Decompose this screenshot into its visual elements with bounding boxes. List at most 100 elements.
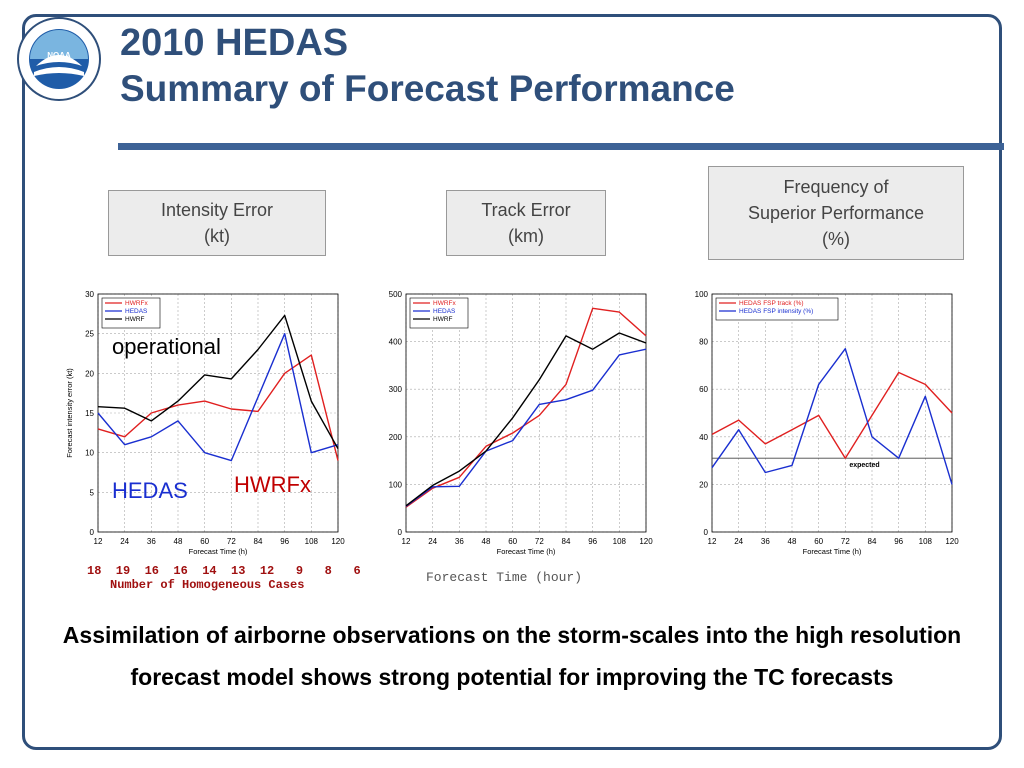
- x-tick-label: 108: [305, 537, 319, 546]
- x-tick-label: 96: [588, 537, 597, 546]
- hedas-label: HEDAS: [112, 478, 188, 503]
- frequency-chart: 12 24 36 48 60 72 84 96 108 120 0 20 40 60 80 100 Foreca…: [695, 290, 960, 556]
- y-tick-label: 80: [699, 338, 708, 347]
- x-tick-label: 108: [919, 537, 933, 546]
- x-tick-label: 48: [788, 537, 797, 546]
- y-tick-label: 500: [389, 290, 403, 299]
- track-header-line-1: Track Error: [481, 200, 571, 220]
- x-tick-label: 60: [814, 537, 823, 546]
- y-axis-label: Forecast intensity error (kt): [65, 368, 74, 458]
- expected-label: expected: [849, 462, 879, 469]
- y-tick-label: 0: [398, 528, 403, 537]
- x-tick-label: 24: [428, 537, 437, 546]
- legend-entry: HEDAS: [433, 308, 456, 315]
- y-tick-label: 400: [389, 338, 403, 347]
- y-tick-label: 10: [85, 449, 94, 458]
- y-tick-label: 40: [699, 433, 708, 442]
- title-line-2: Summary of Forecast Performance: [120, 68, 735, 109]
- x-axis-label: Forecast Time (h): [497, 547, 556, 556]
- x-axis-label: Forecast Time (h): [803, 547, 862, 556]
- y-tick-label: 300: [389, 385, 403, 394]
- x-tick-label: 108: [613, 537, 627, 546]
- y-tick-label: 100: [389, 480, 403, 489]
- series-line-hedas: [97, 333, 339, 462]
- y-tick-label: 0: [704, 528, 709, 537]
- frequency-header: Frequency of Superior Performance (%): [708, 166, 964, 260]
- x-tick-label: 120: [331, 537, 345, 546]
- x-tick-label: 36: [147, 537, 156, 546]
- frequency-header-line-3: (%): [822, 229, 850, 249]
- y-tick-label: 25: [85, 330, 94, 339]
- slide-frame: [22, 14, 1002, 750]
- legend-entry: HWRF: [433, 316, 453, 323]
- legend-entry: HEDAS: [125, 308, 148, 315]
- operational-label: operational: [112, 334, 221, 359]
- y-tick-label: 20: [699, 480, 708, 489]
- x-tick-label: 24: [734, 537, 743, 546]
- series-line-hedas: [405, 348, 647, 507]
- x-tick-label: 12: [94, 537, 103, 546]
- legend-entry: HEDAS FSP intensity (%): [739, 308, 813, 315]
- x-tick-label: 72: [535, 537, 544, 546]
- legend-entry: HWRFx: [433, 300, 456, 307]
- caption: Assimilation of airborne observations on…: [62, 622, 962, 690]
- series-line-hwrfx: [97, 354, 339, 461]
- x-tick-label: 12: [708, 537, 717, 546]
- intensity-error-chart: 12 24 36 48 60 72 84 96 108 120 0 5 10 15 20 25 30 Foreca…: [65, 290, 345, 556]
- x-tick-label: 84: [254, 537, 263, 546]
- x-tick-label: 120: [639, 537, 653, 546]
- track-error-chart: 12 24 36 48 60 72 84 96 108 120 0 100 200 300 400 500 Fo…: [389, 290, 654, 556]
- frequency-header-line-2: Superior Performance: [747, 203, 925, 223]
- plot-frame: [405, 293, 647, 533]
- intensity-header-line-1: Intensity Error: [160, 200, 274, 220]
- intensity-header-line-2: (kt): [204, 226, 230, 246]
- y-tick-label: 5: [90, 488, 95, 497]
- x-tick-label: 36: [761, 537, 770, 546]
- x-tick-label: 96: [894, 537, 903, 546]
- legend-entry: HWRFx: [125, 300, 148, 307]
- y-tick-label: 200: [389, 433, 403, 442]
- y-tick-label: 60: [699, 385, 708, 394]
- x-tick-label: 72: [227, 537, 236, 546]
- x-tick-label: 60: [508, 537, 517, 546]
- x-axis-label: Forecast Time (h): [189, 547, 248, 556]
- cases-label: Number of Homogeneous Cases: [110, 578, 305, 592]
- x-tick-label: 48: [174, 537, 183, 546]
- x-tick-label: 96: [280, 537, 289, 546]
- series-line-hedas-fsp-track-: [711, 371, 953, 459]
- frequency-header-line-1: Frequency of: [783, 177, 889, 197]
- forecast-time-note: Forecast Time (hour): [426, 570, 583, 585]
- y-tick-label: 0: [90, 528, 95, 537]
- series-line-hedas-fsp-intensity-: [711, 347, 953, 485]
- page-title: 2010 HEDAS Summary of Forecast Performan…: [120, 20, 735, 112]
- intensity-header: Intensity Error (kt): [108, 190, 326, 256]
- y-tick-label: 30: [85, 290, 94, 299]
- x-tick-label: 72: [841, 537, 850, 546]
- x-tick-label: 120: [945, 537, 959, 546]
- plot-frame: [711, 293, 953, 533]
- track-header: Track Error (km): [446, 190, 606, 256]
- cases-numbers: 18 19 16 16 14 13 12 9 8 6: [87, 564, 361, 578]
- legend-entry: HWRF: [125, 316, 145, 323]
- x-tick-label: 60: [200, 537, 209, 546]
- x-tick-label: 24: [120, 537, 129, 546]
- series-line-hwrf: [97, 314, 339, 450]
- x-tick-label: 48: [482, 537, 491, 546]
- x-tick-label: 84: [562, 537, 571, 546]
- title-rule: [118, 143, 1004, 150]
- title-line-1: 2010 HEDAS: [120, 22, 349, 64]
- y-tick-label: 20: [85, 369, 94, 378]
- legend-entry: HEDAS FSP track (%): [739, 300, 804, 307]
- y-tick-label: 100: [695, 290, 709, 299]
- hwrfx-label: HWRFx: [234, 472, 311, 497]
- x-tick-label: 84: [868, 537, 877, 546]
- legend-box: [715, 297, 839, 321]
- series-line-hwrfx: [405, 307, 647, 508]
- svg-text:NOAA: NOAA: [47, 51, 71, 60]
- track-header-line-2: (km): [508, 226, 544, 246]
- noaa-logo: NOAA: [17, 17, 101, 101]
- x-tick-label: 12: [402, 537, 411, 546]
- x-tick-label: 36: [455, 537, 464, 546]
- y-tick-label: 15: [85, 409, 94, 418]
- series-line-hwrf: [405, 332, 647, 507]
